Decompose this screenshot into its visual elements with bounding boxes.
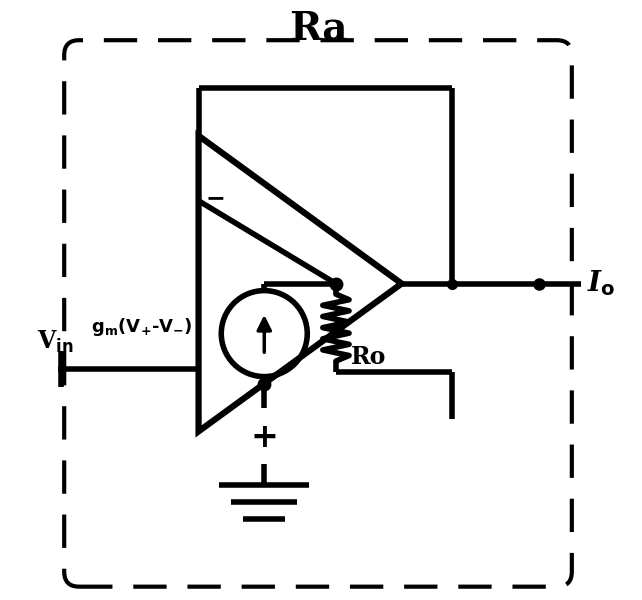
Text: +: + xyxy=(250,421,278,454)
Text: −: − xyxy=(205,186,225,210)
Text: Ro: Ro xyxy=(351,346,386,370)
Text: V$_{\mathbf{in}}$: V$_{\mathbf{in}}$ xyxy=(37,329,74,355)
Text: g$_{\mathbf{m}}$(V$_{\mathbf{+}}$-V$_{\mathbf{-}}$): g$_{\mathbf{m}}$(V$_{\mathbf{+}}$-V$_{\m… xyxy=(91,316,193,338)
Text: Ra: Ra xyxy=(289,9,347,47)
Text: I$_\mathbf{o}$: I$_\mathbf{o}$ xyxy=(587,269,615,298)
